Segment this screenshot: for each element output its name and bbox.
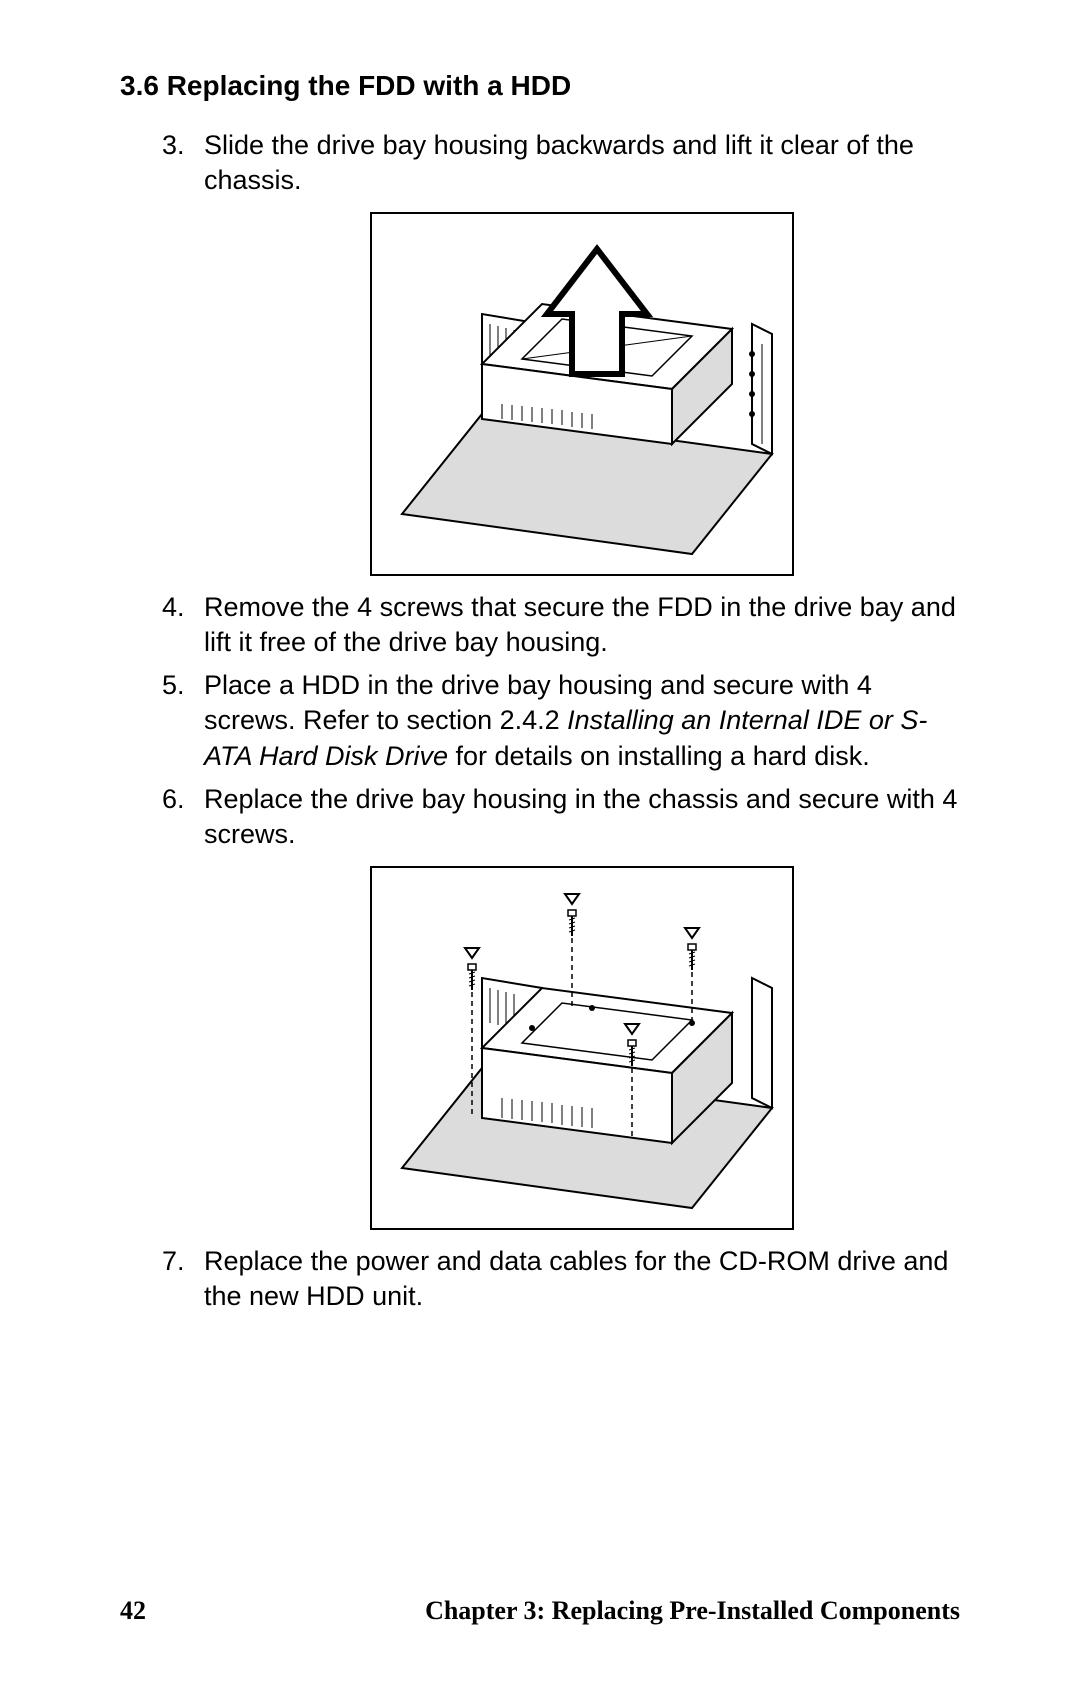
page: 3.6 Replacing the FDD with a HDD Slide t…	[0, 0, 1080, 1690]
step-5: Place a HDD in the drive bay housing and…	[192, 668, 960, 773]
step-4-text: Remove the 4 screws that secure the FDD …	[204, 592, 956, 657]
chapter-title: Chapter 3: Replacing Pre-Installed Compo…	[425, 1596, 960, 1626]
down-arrow-icon	[565, 894, 579, 904]
section-heading: 3.6 Replacing the FDD with a HDD	[120, 70, 960, 102]
step-7-text: Replace the power and data cables for th…	[204, 1246, 948, 1311]
page-footer: 42 Chapter 3: Replacing Pre-Installed Co…	[120, 1596, 960, 1626]
step-6-text: Replace the drive bay housing in the cha…	[204, 784, 957, 849]
step-5b-text: for details on installing a hard disk.	[448, 741, 870, 771]
figure-secure-screws	[370, 866, 794, 1230]
screw-2	[565, 894, 579, 1006]
down-arrow-icon	[685, 928, 699, 938]
step-4: Remove the 4 screws that secure the FDD …	[192, 590, 960, 660]
step-3: Slide the drive bay housing backwards an…	[192, 128, 960, 576]
drive-bay-housing-seated	[482, 988, 732, 1143]
step-7: Replace the power and data cables for th…	[192, 1244, 960, 1314]
step-6: Replace the drive bay housing in the cha…	[192, 782, 960, 1230]
down-arrow-icon	[465, 948, 479, 958]
instruction-list: Slide the drive bay housing backwards an…	[120, 128, 960, 1314]
figure-lift-bay	[370, 212, 794, 576]
page-number: 42	[120, 1596, 146, 1626]
chassis-base	[402, 414, 772, 554]
step-3-text: Slide the drive bay housing backwards an…	[204, 130, 914, 195]
